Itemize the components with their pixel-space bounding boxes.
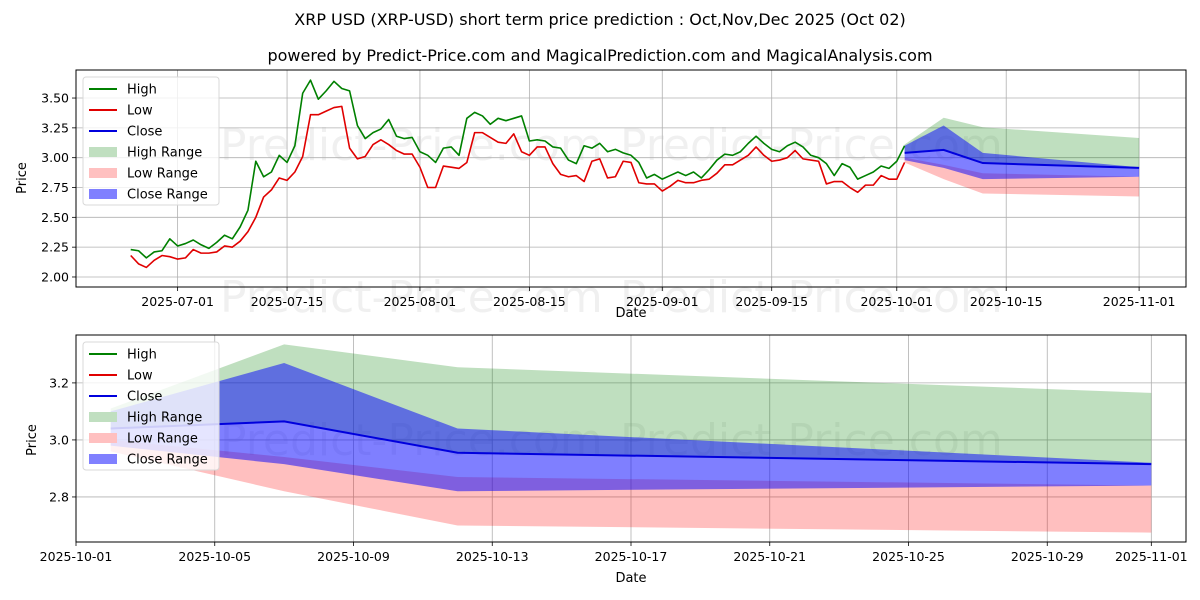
watermark: Predict-Price.com bbox=[220, 272, 603, 323]
legend-low-label: Low bbox=[127, 104, 153, 119]
x-tick-label: 2025-08-15 bbox=[493, 294, 566, 309]
x-tick-label: 2025-10-29 bbox=[1011, 549, 1084, 564]
legend-high-range-swatch bbox=[89, 147, 117, 157]
y-tick-label: 2.75 bbox=[41, 180, 69, 195]
x-tick-label: 2025-10-25 bbox=[872, 549, 945, 564]
x-tick-label: 2025-09-01 bbox=[626, 294, 699, 309]
top-axes-frame bbox=[75, 69, 1187, 288]
top-ylabel: Price bbox=[15, 162, 30, 194]
x-tick-label: 2025-08-01 bbox=[384, 294, 457, 309]
watermark: Predict-Price.com bbox=[620, 272, 1003, 323]
x-tick-label: 2025-09-15 bbox=[735, 294, 808, 309]
y-tick-label: 3.0 bbox=[49, 432, 69, 447]
x-tick-label: 2025-07-01 bbox=[141, 294, 214, 309]
y-tick-label: 3.2 bbox=[49, 375, 69, 390]
x-tick-label: 2025-10-01 bbox=[40, 549, 113, 564]
legend-close-range-swatch bbox=[89, 189, 117, 199]
x-tick-label: 2025-11-01 bbox=[1103, 294, 1176, 309]
y-tick-label: 2.8 bbox=[49, 489, 69, 504]
x-tick-label: 2025-10-01 bbox=[860, 294, 933, 309]
legend-high-label: High bbox=[127, 83, 157, 98]
legend-low-range-label: Low Range bbox=[127, 432, 198, 447]
close-line bbox=[904, 148, 1140, 169]
legend-close-range-label: Close Range bbox=[127, 188, 208, 203]
legend-low-range-swatch bbox=[89, 433, 117, 443]
y-tick-label: 3.25 bbox=[41, 120, 69, 135]
x-tick-label: 2025-10-09 bbox=[317, 549, 390, 564]
legend-low-range-swatch bbox=[89, 168, 117, 178]
watermark: Predict-Price.com bbox=[220, 120, 603, 171]
bottom-ylabel: Price bbox=[25, 424, 40, 456]
legend-close-range-swatch bbox=[89, 454, 117, 464]
legend-low-range-label: Low Range bbox=[127, 167, 198, 182]
bottom-chart: Predict-Price.com Predict-Price.com 2.83… bbox=[25, 334, 1188, 586]
low-line bbox=[130, 105, 906, 269]
x-tick-label: 2025-10-05 bbox=[178, 549, 251, 564]
bottom-xlabel: Date bbox=[615, 571, 646, 586]
legend-close-range-label: Close Range bbox=[127, 453, 208, 468]
y-tick-label: 2.50 bbox=[41, 210, 69, 225]
chart-title: XRP USD (XRP-USD) short term price predi… bbox=[294, 10, 906, 29]
x-tick-label: 2025-10-21 bbox=[733, 549, 806, 564]
x-tick-label: 2025-10-15 bbox=[970, 294, 1043, 309]
legend-low-label: Low bbox=[127, 369, 153, 384]
x-tick-label: 2025-07-15 bbox=[251, 294, 324, 309]
chart-subtitle: powered by Predict-Price.com and Magical… bbox=[267, 46, 933, 65]
top-legend: High Low Close High Range Low Range Close Ran… bbox=[82, 76, 220, 206]
high-line bbox=[130, 79, 906, 259]
y-tick-label: 3.50 bbox=[41, 91, 69, 106]
top-xlabel: Date bbox=[615, 306, 646, 321]
y-tick-label: 2.25 bbox=[41, 240, 69, 255]
legend-high-range-label: High Range bbox=[127, 411, 202, 426]
x-tick-label: 2025-11-01 bbox=[1115, 549, 1188, 564]
legend-close-label: Close bbox=[127, 390, 162, 405]
legend-high-range-label: High Range bbox=[127, 146, 202, 161]
legend-close-label: Close bbox=[127, 125, 162, 140]
y-tick-label: 3.00 bbox=[41, 150, 69, 165]
legend-high-label: High bbox=[127, 348, 157, 363]
legend-high-range-swatch bbox=[89, 412, 117, 422]
top-chart: Predict-Price.com Predict-Price.com Pred… bbox=[15, 69, 1187, 323]
y-tick-label: 2.00 bbox=[41, 269, 69, 284]
x-tick-label: 2025-10-13 bbox=[456, 549, 529, 564]
bottom-legend: High Low Close High Range Low Range Close Ran… bbox=[82, 341, 220, 471]
x-tick-label: 2025-10-17 bbox=[595, 549, 668, 564]
